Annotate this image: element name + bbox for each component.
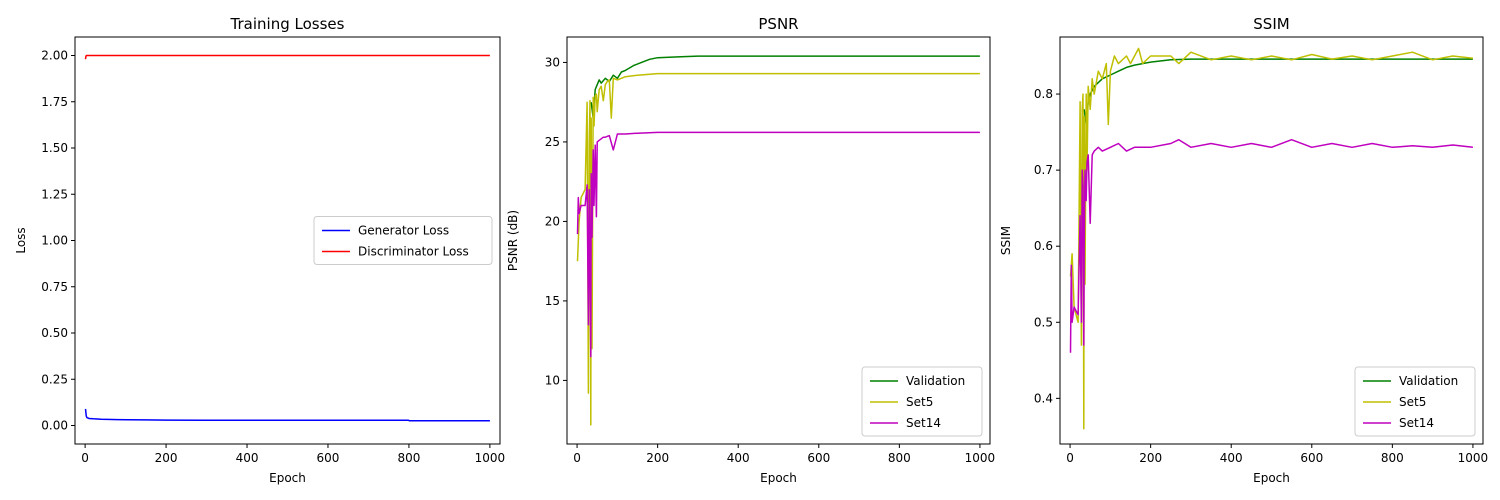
- series-line-validation: [590, 55, 980, 119]
- legend-label: Set5: [906, 395, 933, 409]
- x-tick-label: 400: [727, 451, 750, 465]
- chart-title: SSIM: [1253, 15, 1289, 33]
- subplot-1: Training Losses 0 200 400 600 800 1000 0.00 0.25…: [14, 15, 505, 485]
- x-axis-label: Epoch: [760, 471, 797, 485]
- plot-frame: [566, 36, 991, 445]
- y-tick-label: 0.8: [1034, 87, 1053, 101]
- series-group: [1069, 47, 1473, 430]
- x-tick-label: 0: [81, 451, 89, 465]
- y-tick-label: 15: [545, 294, 560, 308]
- x-tick-label: 200: [1139, 451, 1162, 465]
- x-tick-label: 200: [646, 451, 669, 465]
- y-axis-label: Loss: [14, 227, 28, 253]
- x-tick-label: 600: [317, 451, 340, 465]
- legend-label: Generator Loss: [358, 224, 449, 238]
- x-tick-label: 800: [1381, 451, 1404, 465]
- y-tick-label: 30: [545, 55, 560, 69]
- x-tick-label: 0: [573, 451, 581, 465]
- y-tick-label: 0.25: [41, 372, 68, 386]
- x-tick-label: 200: [155, 451, 178, 465]
- series-line-set5: [576, 72, 980, 426]
- legend: Generator Loss Discriminator Loss: [313, 216, 493, 265]
- y-axis-label: SSIM: [999, 226, 1013, 255]
- y-tick-label: 0.7: [1034, 163, 1053, 177]
- x-tick-label: 800: [397, 451, 420, 465]
- x-tick-label: 400: [236, 451, 259, 465]
- x-tick-label: 600: [1300, 451, 1323, 465]
- x-tick-label: 0: [1066, 451, 1074, 465]
- chart-title: PSNR: [758, 15, 798, 33]
- legend-label: Set14: [906, 416, 941, 430]
- x-tick-label: 800: [888, 451, 911, 465]
- y-tick-label: 0.5: [1034, 315, 1053, 329]
- legend-label: Discriminator Loss: [358, 245, 469, 259]
- legend: Validation Set5 Set14: [1354, 366, 1476, 437]
- legend-box: [1354, 366, 1476, 437]
- plot-frame: [1059, 36, 1484, 445]
- series-group: [576, 55, 980, 426]
- chart-title: Training Losses: [230, 15, 345, 33]
- series-line-generator-loss: [84, 408, 490, 422]
- x-tick-label: 1000: [475, 451, 506, 465]
- legend-label: Set14: [1399, 416, 1434, 430]
- x-tick-label: 600: [807, 451, 830, 465]
- legend-label: Set5: [1399, 395, 1426, 409]
- legend: Validation Set5 Set14: [861, 366, 983, 437]
- legend-label: Validation: [1399, 374, 1458, 388]
- legend-box: [861, 366, 983, 437]
- x-axis-label: Epoch: [269, 471, 306, 485]
- y-tick-label: 1.25: [41, 187, 68, 201]
- series-line-discriminator-loss: [84, 54, 490, 60]
- y-tick-label: 1.00: [41, 234, 68, 248]
- y-tick-label: 20: [545, 214, 560, 228]
- series-line-set14: [1069, 138, 1473, 353]
- subplot-2: PSNR 0 200 400 600 800 1000 10 15 20 25 30 Epoch PSNR…: [506, 15, 995, 485]
- y-tick-label: 0.75: [41, 280, 68, 294]
- y-axis-label: PSNR (dB): [506, 210, 520, 271]
- y-tick-label: 0.6: [1034, 239, 1053, 253]
- y-tick-label: 1.50: [41, 141, 68, 155]
- x-axis-label: Epoch: [1253, 471, 1290, 485]
- x-tick-label: 400: [1220, 451, 1243, 465]
- legend-label: Validation: [906, 374, 965, 388]
- x-tick-label: 1000: [1458, 451, 1489, 465]
- subplot-3: SSIM 0 200 400 600 800 1000 0.4 0.5 0.6 0.7 0.8 Epoc…: [999, 15, 1488, 485]
- legend-box: [313, 216, 493, 265]
- y-tick-label: 10: [545, 373, 560, 387]
- series-group: [84, 54, 490, 422]
- y-tick-label: 1.75: [41, 95, 68, 109]
- y-tick-label: 25: [545, 135, 560, 149]
- y-tick-label: 0.4: [1034, 391, 1053, 405]
- y-tick-label: 0.00: [41, 419, 68, 433]
- y-tick-label: 0.50: [41, 326, 68, 340]
- x-tick-label: 1000: [965, 451, 996, 465]
- y-tick-label: 2.00: [41, 49, 68, 63]
- series-line-set14: [576, 131, 980, 358]
